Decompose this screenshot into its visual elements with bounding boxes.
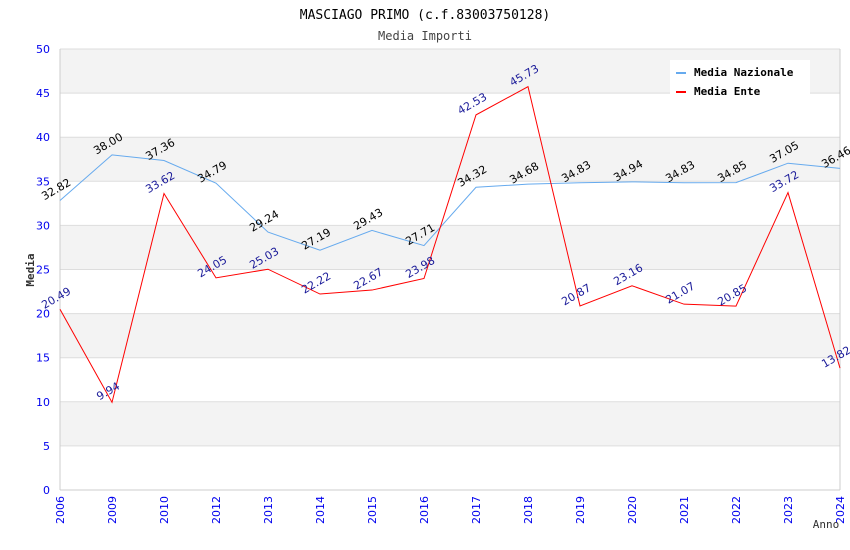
x-tick-label: 2024: [834, 496, 847, 524]
data-label: 42.53: [455, 90, 489, 117]
data-label: 20.49: [39, 285, 73, 312]
x-axis-label: Anno: [813, 518, 840, 531]
grid-band: [60, 225, 840, 270]
y-tick-label: 25: [36, 264, 50, 277]
x-tick-label: 2021: [678, 496, 691, 524]
y-tick-label: 40: [36, 131, 50, 144]
x-tick-label: 2022: [730, 496, 743, 524]
series-line-media-nazionale: [59, 154, 841, 251]
y-tick-label: 10: [36, 396, 50, 409]
x-tick-label: 2018: [522, 496, 535, 524]
x-tick-label: 2015: [366, 496, 379, 524]
y-tick-label: 35: [36, 175, 50, 188]
x-tick-label: 2014: [314, 496, 327, 524]
y-tick-label: 30: [36, 219, 50, 232]
x-tick-label: 2016: [418, 496, 431, 524]
legend-label: Media Nazionale: [694, 66, 794, 79]
x-tick-label: 2020: [626, 496, 639, 524]
legend: Media Nazionale Media Ente: [670, 60, 810, 98]
chart-title: MASCIAGO PRIMO (c.f.83003750128): [300, 8, 550, 23]
x-tick-label: 2009: [106, 496, 119, 524]
x-tick-label: 2017: [470, 496, 483, 524]
y-tick-label: 15: [36, 352, 50, 365]
x-tick-label: 2012: [210, 496, 223, 524]
grid-band: [60, 401, 840, 446]
y-tick-label: 45: [36, 87, 50, 100]
data-label: 9.94: [94, 380, 122, 404]
x-tick-label: 2010: [158, 496, 171, 524]
chart-subtitle: Media Importi: [378, 29, 472, 43]
x-tick-label: 2019: [574, 496, 587, 524]
x-tick-label: 2023: [782, 496, 795, 524]
x-tick-label: 2013: [262, 496, 275, 524]
y-tick-label: 20: [36, 308, 50, 321]
y-axis-label: Media: [24, 253, 37, 286]
grid-band: [60, 137, 840, 182]
series-line-media-ente: [59, 85, 841, 404]
data-label: 20.87: [559, 281, 593, 308]
legend-label: Media Ente: [694, 85, 761, 98]
grid-band: [60, 313, 840, 358]
data-label: 20.85: [715, 282, 749, 309]
y-tick-label: 50: [36, 43, 50, 56]
y-tick-label: 0: [43, 484, 50, 497]
y-tick-label: 5: [43, 440, 50, 453]
x-tick-label: 2006: [54, 496, 67, 524]
